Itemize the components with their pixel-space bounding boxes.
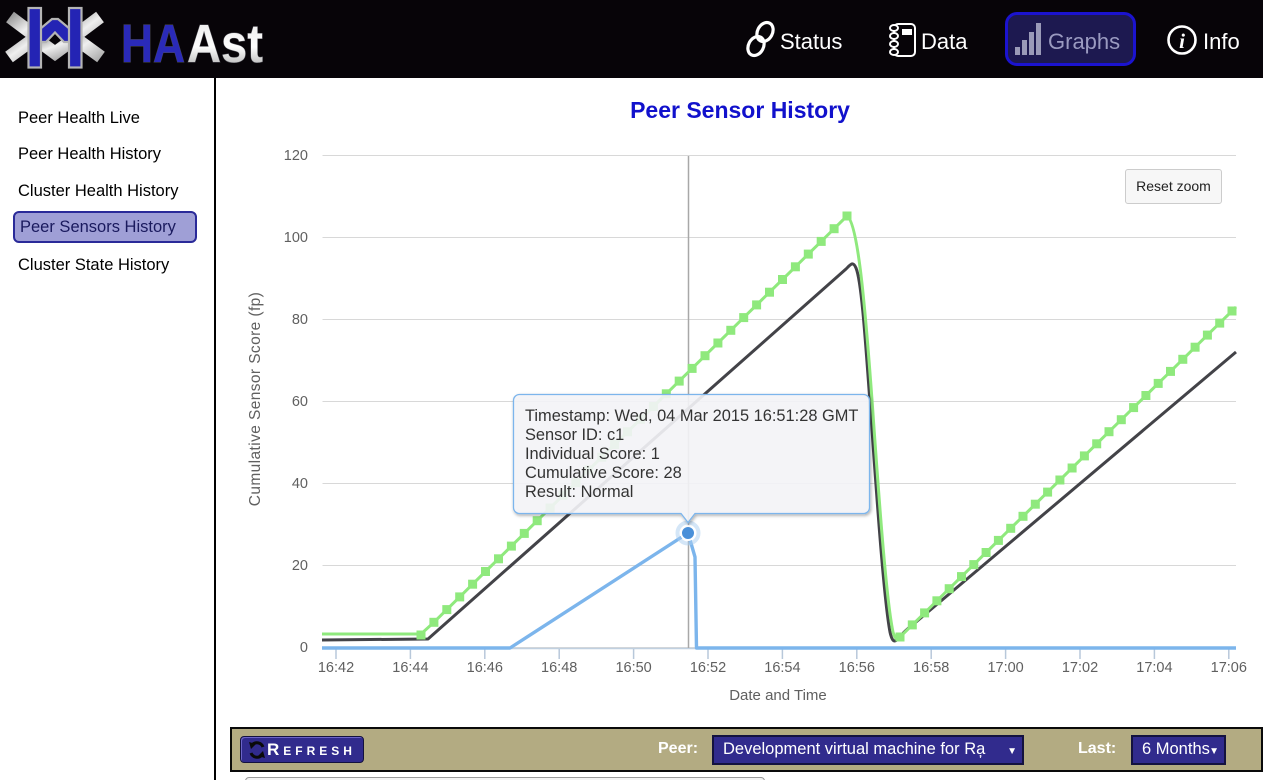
svg-text:40: 40	[292, 476, 308, 492]
svg-text:16:50: 16:50	[615, 660, 651, 676]
svg-text:16:48: 16:48	[541, 660, 577, 676]
svg-text:Individual Score: 1: Individual Score: 1	[525, 445, 660, 463]
svg-text:20: 20	[292, 558, 308, 574]
svg-text:17:06: 17:06	[1211, 660, 1247, 676]
svg-text:16:52: 16:52	[690, 660, 726, 676]
svg-text:16:56: 16:56	[839, 660, 875, 676]
svg-text:17:04: 17:04	[1136, 660, 1172, 676]
svg-text:Sensor ID: c1: Sensor ID: c1	[525, 426, 624, 444]
svg-text:60: 60	[292, 394, 308, 410]
svg-text:80: 80	[292, 312, 308, 328]
svg-text:16:54: 16:54	[764, 660, 800, 676]
svg-text:Cumulative Sensor Score (fp): Cumulative Sensor Score (fp)	[247, 292, 264, 507]
svg-text:Ast: Ast	[187, 14, 263, 74]
svg-text:Cumulative Score: 28: Cumulative Score: 28	[525, 464, 682, 482]
svg-text:HA: HA	[121, 14, 185, 74]
svg-text:16:46: 16:46	[467, 660, 503, 676]
svg-text:Date and Time: Date and Time	[729, 687, 827, 704]
svg-text:0: 0	[300, 640, 308, 656]
svg-text:120: 120	[284, 148, 308, 164]
svg-text:Timestamp: Wed, 04 Mar 2015 16: Timestamp: Wed, 04 Mar 2015 16:51:28 GMT	[525, 407, 858, 425]
svg-text:16:44: 16:44	[392, 660, 428, 676]
svg-text:17:00: 17:00	[987, 660, 1023, 676]
svg-text:i: i	[1179, 29, 1185, 53]
svg-text:Result: Normal: Result: Normal	[525, 483, 633, 501]
svg-text:16:42: 16:42	[318, 660, 354, 676]
svg-text:16:58: 16:58	[913, 660, 949, 676]
svg-text:17:02: 17:02	[1062, 660, 1098, 676]
svg-text:100: 100	[284, 230, 308, 246]
